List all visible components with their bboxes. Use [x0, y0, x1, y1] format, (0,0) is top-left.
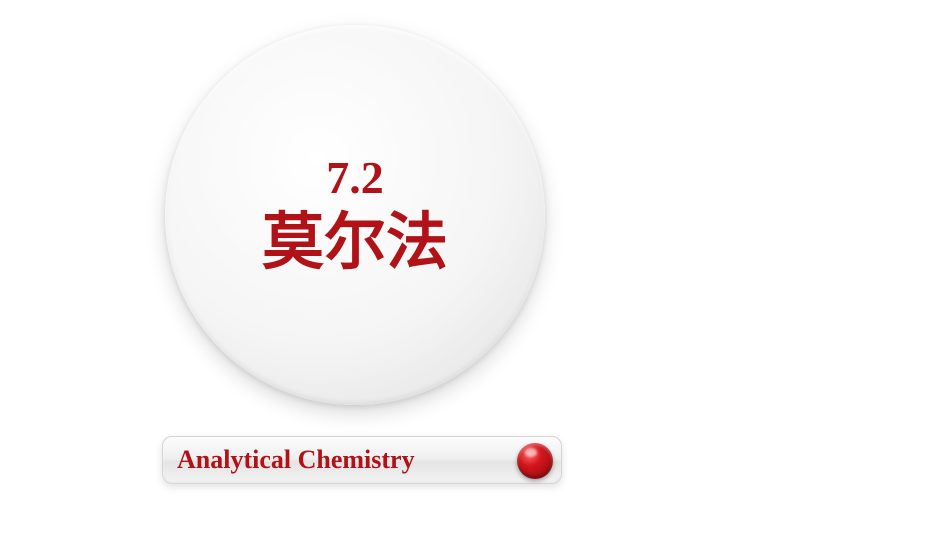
red-dot-icon: [517, 443, 553, 479]
section-number: 7.2: [326, 153, 384, 204]
subject-pill-bar: Analytical Chemistry: [162, 436, 562, 484]
subject-label: Analytical Chemistry: [177, 445, 415, 475]
section-title: 莫尔法: [262, 209, 448, 277]
title-circle-panel: 7.2 莫尔法: [165, 25, 545, 405]
